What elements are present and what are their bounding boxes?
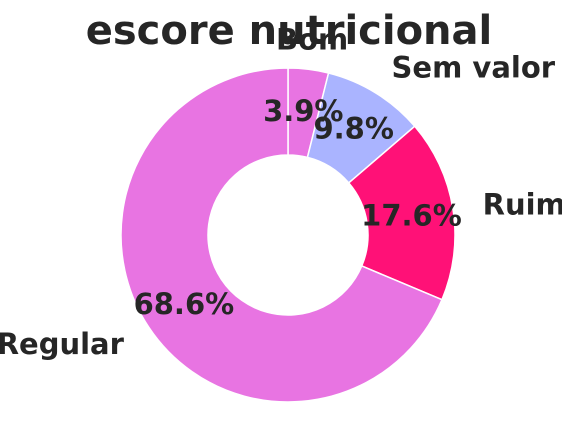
category-label-regular: Regular bbox=[0, 327, 125, 361]
pct-label-bom: 3.9% bbox=[263, 94, 343, 128]
slice-ruim bbox=[347, 125, 456, 301]
pct-label-ruim: 17.6% bbox=[361, 199, 462, 233]
slices-group bbox=[120, 67, 456, 403]
pct-label-sem-valor: 9.8% bbox=[313, 112, 393, 146]
category-label-sem-valor: Sem valor bbox=[392, 50, 556, 84]
chart-title: escore nutricional bbox=[86, 8, 493, 54]
pct-label-regular: 68.6% bbox=[134, 287, 235, 321]
labels-group: 3.9% Bom 9.8% Sem valor 17.6% Ruim 68.6% Regula… bbox=[0, 22, 562, 361]
category-label-bom: Bom bbox=[276, 22, 348, 56]
category-label-ruim: Ruim bbox=[483, 187, 562, 221]
slice-regular bbox=[120, 67, 443, 403]
